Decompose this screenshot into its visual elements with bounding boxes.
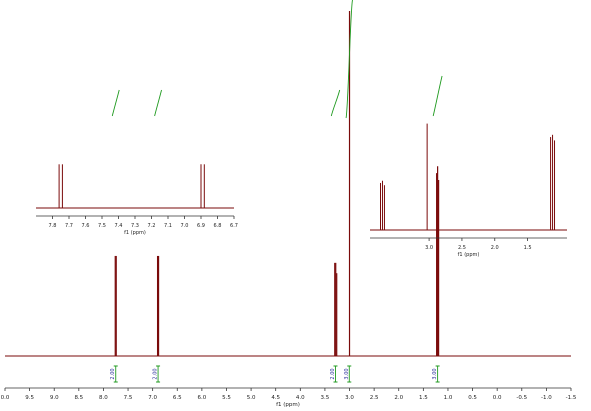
x-tick-label: 0.0 [493,395,502,401]
integral-value: 2.00 [110,368,116,379]
x-tick-label: -1.0 [541,395,552,401]
x-tick-label: 2.0 [394,395,403,401]
x-tick-label: 3.0 [425,245,433,251]
x-tick-label: 6.5 [173,395,182,401]
x-tick-label: 2.5 [458,245,466,251]
x-tick-label: 4.5 [271,395,280,401]
integral-bracket [333,365,338,383]
integral-curve [345,0,353,119]
x-axis-label: f1 (ppm) [276,402,300,408]
x-tick-label: 7.8 [49,223,57,229]
x-tick-label: 9.5 [25,395,34,401]
x-tick-label: -1.5 [566,395,577,401]
x-tick-label: 2.5 [370,395,379,401]
integral-bracket [347,365,352,383]
x-tick-label: 3.5 [321,395,330,401]
x-tick-label: 5.0 [247,395,256,401]
x-tick-label: 7.5 [98,223,106,229]
x-tick-label: 5.5 [222,395,231,401]
integral-value: 2.00 [153,368,159,379]
x-tick-label: 8.5 [74,395,83,401]
x-tick-label: 7.4 [115,223,123,229]
x-axis-label: f1 (ppm) [124,230,146,236]
x-tick-label: 1.5 [524,245,532,251]
x-tick-label: 7.0 [181,223,189,229]
x-tick-label: 7.6 [82,223,90,229]
x-tick-label: 7.0 [148,395,157,401]
x-tick-label: 0.0 [1,395,10,401]
x-tick-label: 0.5 [468,395,477,401]
x-tick-label: 3.0 [345,395,354,401]
x-tick-label: 6.0 [197,395,206,401]
x-tick-label: 8.0 [99,395,108,401]
inset-aromatic-region: 7.8 7.7 7.6 7.5 7.4 7.3 7.2 7.1 7.0 6.9 6.8 6.7 f1 (… [36,164,238,236]
integral-bracket [435,365,440,383]
integral-curve [154,89,162,117]
integral-value: 3.00 [432,368,438,379]
integral-bracket [156,365,161,383]
x-tick-label: 2.0 [491,245,499,251]
integral-curve [111,89,120,117]
x-tick-label: 6.7 [230,223,238,229]
integral-value: 2.00 [330,368,336,379]
integral-value: 3.00 [344,368,350,379]
x-tick-label: 7.3 [131,223,139,229]
x-axis-label: f1 (ppm) [458,252,480,258]
integral-curve [432,75,443,117]
x-tick-label: 6.8 [214,223,222,229]
x-tick-label: 7.5 [124,395,133,401]
x-tick-label: 1.5 [419,395,428,401]
x-tick-label: 1.0 [444,395,453,401]
x-tick-label: 6.9 [197,223,205,229]
x-tick-label: -0.5 [516,395,527,401]
integral-bracket [113,365,118,383]
integral-curve [330,89,341,117]
main-spectrum-plot: 0.0 9.5 9.0 8.5 8.0 7.5 7.0 6.5 6.0 5.5 5.0 4.5 4.0 3… [1,0,577,408]
x-tick-label: 7.1 [164,223,172,229]
inset-aliphatic-region: 3.0 2.5 2.0 1.5 f1 (ppm) [370,123,567,258]
x-tick-label: 7.2 [148,223,156,229]
x-tick-label: 7.7 [65,223,73,229]
x-tick-label: 9.0 [50,395,59,401]
x-tick-label: 4.0 [296,395,305,401]
